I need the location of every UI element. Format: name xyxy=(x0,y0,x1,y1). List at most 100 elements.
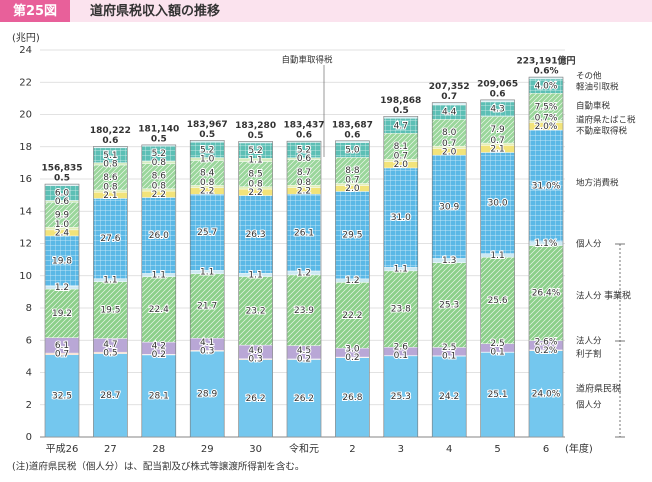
value-label: 1.2 xyxy=(345,276,359,286)
bar-outline xyxy=(286,140,322,438)
value-label: 5.0 xyxy=(345,145,360,155)
value-label: 1.1 xyxy=(248,270,262,280)
value-label: 0.8 xyxy=(297,178,312,188)
bar-segment xyxy=(432,154,467,259)
value-label: 2.5 xyxy=(442,343,456,353)
value-label: 2.1 xyxy=(490,144,504,154)
bar-segment xyxy=(286,359,322,438)
value-label: 0.2 xyxy=(345,353,359,363)
value-label: 1.1% xyxy=(535,239,558,249)
value-label: 23.2 xyxy=(246,306,266,316)
value-label: 4.7 xyxy=(394,121,408,131)
value-label: 31.0% xyxy=(532,181,561,191)
value-label: 23.8 xyxy=(391,305,411,315)
value-label: 2.0 xyxy=(442,147,457,157)
value-label: 26.0 xyxy=(149,231,169,241)
legend-label: 自動車税 xyxy=(576,101,611,112)
value-label: 2.4 xyxy=(55,228,70,238)
bar-segment xyxy=(141,197,177,274)
value-label: 6.0 xyxy=(55,189,70,199)
value-label: 32.5 xyxy=(52,391,72,401)
bar-segment xyxy=(238,195,273,274)
value-label: 4.4 xyxy=(442,108,457,118)
value-label: 8.4 xyxy=(200,168,215,178)
chart-title: 道府県税収入額の推移 xyxy=(90,3,220,19)
value-label: 0.8 xyxy=(103,159,118,169)
value-label: 19.2 xyxy=(52,309,72,319)
value-label: 8.6 xyxy=(103,173,118,183)
value-label: 4.5 xyxy=(297,346,311,356)
value-label: 5.2 xyxy=(200,145,214,155)
value-label: 29.5 xyxy=(342,231,362,241)
y-tick-label: 6 xyxy=(26,335,32,346)
bar-segment xyxy=(189,273,225,339)
value-label: 22.2 xyxy=(342,311,362,321)
y-tick-label: 8 xyxy=(26,303,32,314)
x-tick-label: 29 xyxy=(201,444,214,455)
value-label: 24.2 xyxy=(439,392,459,402)
value-label: 24.0% xyxy=(532,389,561,399)
value-label: 0.6 xyxy=(344,130,360,140)
value-label: 4.7 xyxy=(103,340,117,350)
value-label: 0.3 xyxy=(248,355,262,365)
legend-label: 利子割 xyxy=(576,349,602,360)
value-label: 4.6 xyxy=(248,346,263,356)
bar-segment xyxy=(480,352,515,438)
total-label: 156,835 xyxy=(42,164,83,174)
total-label: 183,280 xyxy=(235,121,276,131)
y-tick-label: 18 xyxy=(19,142,32,153)
value-label: 0.7 xyxy=(345,175,359,185)
y-tick-label: 20 xyxy=(19,110,32,121)
value-label: 0.8 xyxy=(248,179,263,189)
value-label: 25.6 xyxy=(488,296,508,306)
value-label: 0.7 xyxy=(441,92,457,102)
x-tick-label: 平成26 xyxy=(46,443,79,455)
value-label: 2.0% xyxy=(535,122,558,132)
value-label: 0.8 xyxy=(200,178,215,188)
bar-segment xyxy=(480,99,515,103)
bar-outline xyxy=(93,146,128,438)
legend-label: 法人分 xyxy=(576,336,602,347)
bar-segment xyxy=(528,129,564,242)
total-label: 198,868 xyxy=(380,96,421,106)
bar-outline xyxy=(431,102,467,438)
value-label: 6.1 xyxy=(55,341,69,351)
value-label: 25.1 xyxy=(488,390,508,400)
x-tick-label: 28 xyxy=(152,444,165,455)
value-label: 26.8 xyxy=(342,393,362,403)
value-label: 0.5 xyxy=(393,106,409,116)
bar-outline xyxy=(335,140,370,438)
value-label: 30.9 xyxy=(439,202,459,212)
footnote: (注)道府県民税（個人分）は、配当割及び株式等譲渡所得割を含む。 xyxy=(12,461,304,473)
value-label: 5.2 xyxy=(297,146,311,156)
bar-segment xyxy=(286,193,322,272)
value-label: 8.1 xyxy=(394,142,408,152)
value-label: 9.9 xyxy=(55,210,70,220)
value-label: 1.1 xyxy=(394,265,408,275)
value-label: 0.5 xyxy=(54,174,70,184)
y-tick-label: 14 xyxy=(19,206,32,217)
value-label: 0.7% xyxy=(535,113,558,123)
value-label: 0.8 xyxy=(103,182,118,192)
y-tick-label: 24 xyxy=(19,45,32,56)
value-label: 5.2 xyxy=(152,149,166,159)
value-label: 27.6 xyxy=(100,234,120,244)
value-label: 0.7 xyxy=(490,136,504,146)
value-label: 22.4 xyxy=(149,305,169,315)
value-label: 0.5 xyxy=(199,130,215,140)
value-label: 0.2% xyxy=(535,346,558,356)
value-label: 1.2 xyxy=(55,283,69,293)
annotation: 自動車取得税 xyxy=(281,55,333,66)
value-label: 5.1 xyxy=(103,151,117,161)
y-tick-label: 10 xyxy=(19,271,32,282)
value-label: 1.1 xyxy=(248,155,262,165)
x-tick-label: 27 xyxy=(104,444,117,455)
value-label: 2.1 xyxy=(103,191,117,201)
value-label: 0.6 xyxy=(102,136,118,146)
title-strip xyxy=(0,0,652,22)
value-label: 0.7 xyxy=(442,139,456,149)
value-label: 0.8 xyxy=(152,158,167,168)
bracket-label: 事業税 xyxy=(604,290,631,302)
x-tick-label: 3 xyxy=(398,444,404,455)
bar-segment xyxy=(528,245,564,341)
